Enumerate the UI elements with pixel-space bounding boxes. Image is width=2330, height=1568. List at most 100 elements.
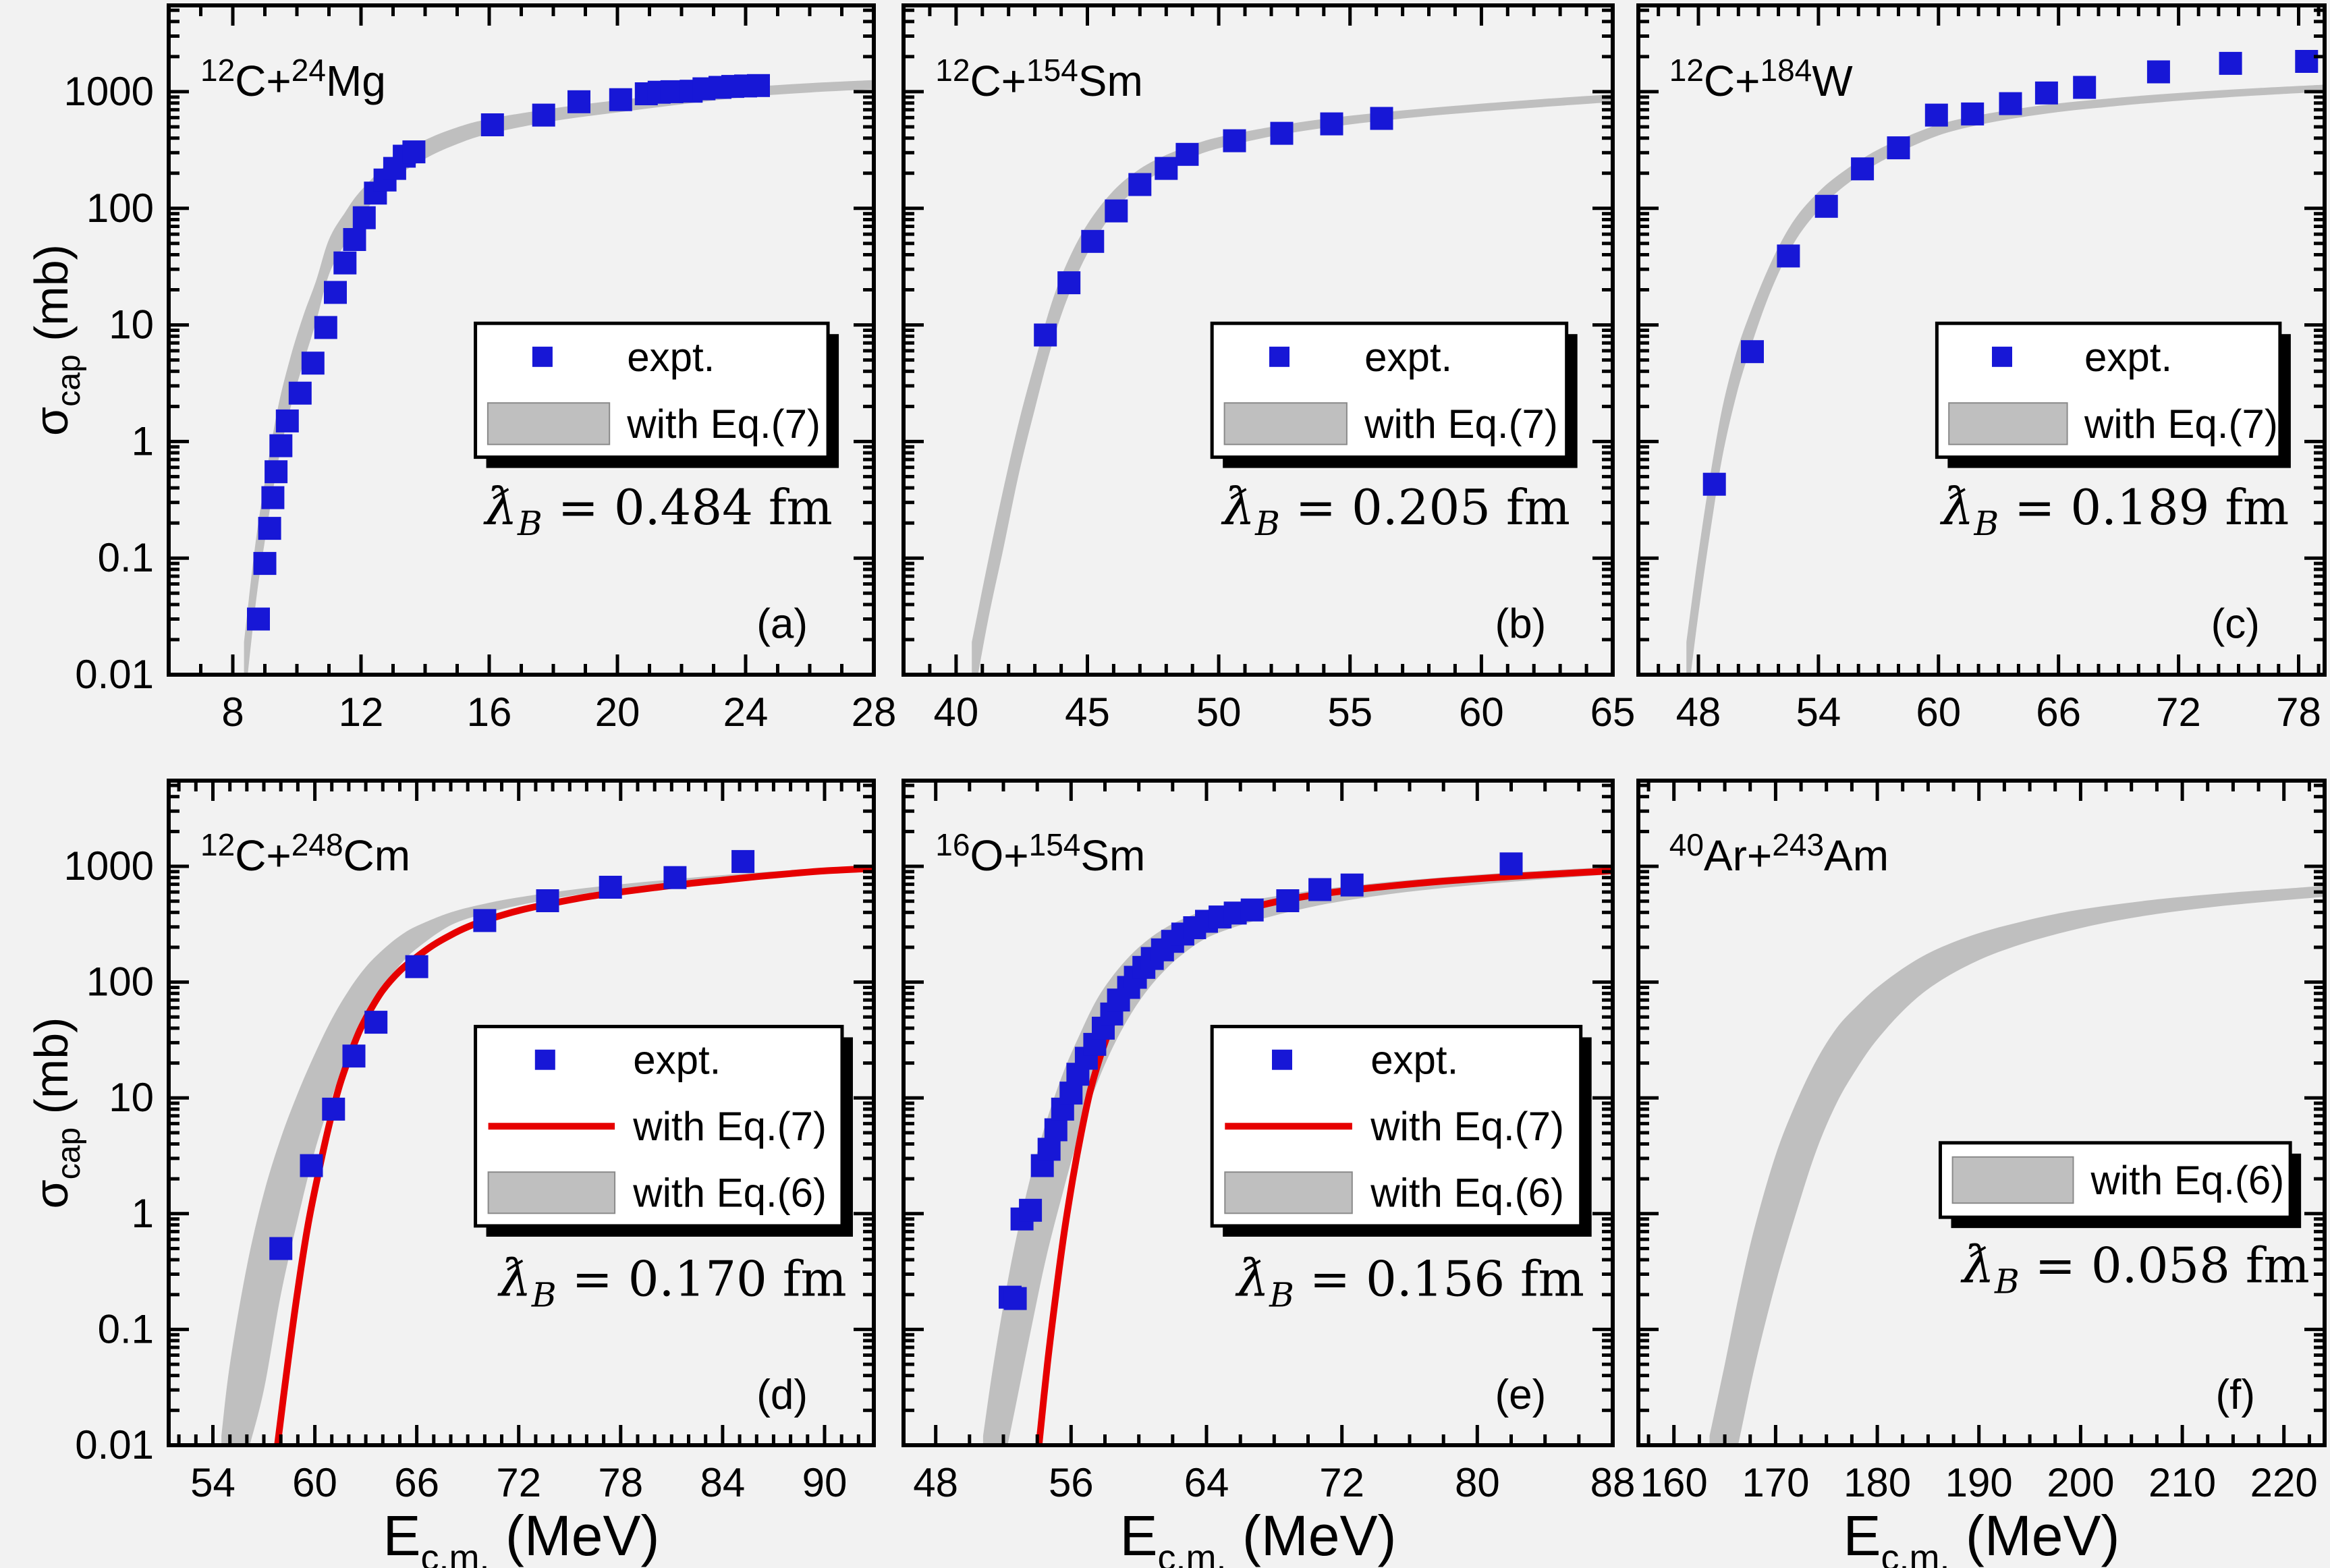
y-tick-label: 0.01 xyxy=(75,1422,154,1467)
data-point xyxy=(731,849,755,873)
panel-b: 40 45 50 55 60 65 12C+154Sm expt. with Eq.(7) ƛB … xyxy=(902,3,1636,735)
x-tick-label: 24 xyxy=(723,690,769,735)
element-symbol: C+ xyxy=(235,831,292,880)
legend-marker-square xyxy=(1269,346,1289,367)
reaction-title: 16O+154Sm xyxy=(935,827,1145,880)
mass-superscript: 16 xyxy=(935,827,970,862)
legend-label: with Eq.(7) xyxy=(2084,401,2278,447)
data-point xyxy=(2073,76,2097,99)
data-point xyxy=(261,486,285,509)
plot-frame xyxy=(1636,3,2327,677)
expt-points xyxy=(1702,50,2319,496)
legend-label: with Eq.(7) xyxy=(1364,401,1558,447)
y-tick-label: 10 xyxy=(109,302,154,347)
x-tick-label: 84 xyxy=(700,1460,746,1505)
energy-symbol: E xyxy=(1119,1504,1157,1567)
mass-superscript: 40 xyxy=(1669,827,1704,862)
element-symbol: Ar+ xyxy=(1704,831,1772,880)
element-symbol: Cm xyxy=(343,831,411,880)
x-tick-label: 160 xyxy=(1640,1460,1708,1505)
legend-label: expt. xyxy=(2084,335,2172,380)
expt-points xyxy=(247,74,770,631)
uncertainty-band xyxy=(1709,885,2325,1445)
legend-marker-square xyxy=(532,346,553,367)
data-point xyxy=(532,103,555,127)
lambda-subscript: B xyxy=(1269,1275,1294,1314)
data-point xyxy=(333,251,357,275)
data-point xyxy=(1320,112,1343,136)
plot-area xyxy=(972,94,1613,675)
legend-label: with Eq.(7) xyxy=(626,401,821,447)
axis-ticks xyxy=(1636,5,2325,677)
x-tick-label: 78 xyxy=(598,1460,643,1505)
unit-text: (MeV) xyxy=(490,1504,660,1567)
legend-label: with Eq.(7) xyxy=(632,1104,827,1149)
data-point xyxy=(567,90,590,113)
lambda-value: = 0.205 fm xyxy=(1280,479,1570,536)
data-point xyxy=(1057,271,1081,295)
y-tick-label: 1 xyxy=(132,1191,154,1236)
element-symbol: C+ xyxy=(1704,57,1760,105)
data-point xyxy=(1340,873,1364,897)
legend-label: expt. xyxy=(633,1038,721,1083)
data-point xyxy=(322,1097,345,1121)
lambda-subscript: B xyxy=(517,504,543,543)
data-point xyxy=(301,352,325,375)
lambda-bar-symbol: ƛ xyxy=(1221,476,1255,536)
lambda-bar-symbol: ƛ xyxy=(497,1248,532,1308)
legend: expt. with Eq.(7) xyxy=(1210,321,1578,468)
element-symbol: Am xyxy=(1824,831,1889,880)
data-point xyxy=(1044,1118,1067,1142)
data-point xyxy=(402,140,426,164)
expt-points xyxy=(1034,107,1393,347)
x-tick-label: 65 xyxy=(1590,690,1636,735)
legend-swatch-band xyxy=(1948,402,2068,445)
data-point xyxy=(1741,340,1764,364)
panel-letter: (b) xyxy=(1495,600,1546,647)
data-point xyxy=(1999,92,2022,115)
lambda-subscript: B xyxy=(1254,504,1280,543)
unit-text: (MeV) xyxy=(1950,1504,2120,1567)
x-tick-label: 54 xyxy=(1796,690,1841,735)
panel-d: 54 60 66 72 78 84 90 1000 100 10 1 0.1 0.01 12C+248Cm… xyxy=(64,779,876,1505)
lambda-subscript: B xyxy=(1974,504,1999,543)
mass-superscript: 154 xyxy=(1026,53,1078,88)
sigma-symbol: σ xyxy=(25,407,78,436)
model-line xyxy=(274,865,874,1445)
lambda-value: = 0.170 fm xyxy=(557,1250,847,1307)
mass-superscript: 12 xyxy=(200,53,235,88)
data-point xyxy=(1276,889,1300,912)
data-point xyxy=(663,866,687,889)
x-tick-label: 210 xyxy=(2148,1460,2216,1505)
data-point xyxy=(1128,173,1152,196)
legend-label: with Eq.(7) xyxy=(1370,1104,1564,1149)
data-point xyxy=(747,74,770,97)
data-point xyxy=(660,80,684,103)
data-point xyxy=(599,876,622,899)
data-point xyxy=(1223,129,1246,152)
x-tick-label: 72 xyxy=(2156,690,2201,735)
plot-area xyxy=(1709,885,2325,1445)
x-tick-label: 56 xyxy=(1049,1460,1094,1505)
x-tick-label: 80 xyxy=(1455,1460,1500,1505)
x-tick-label: 220 xyxy=(2250,1460,2318,1505)
axis-ticks xyxy=(167,5,876,677)
mass-superscript: 248 xyxy=(292,827,343,862)
plot-frame xyxy=(1636,779,2327,1447)
panel-letter: (e) xyxy=(1495,1372,1546,1418)
data-point xyxy=(1851,157,1875,181)
y-tick-label: 1 xyxy=(132,418,154,464)
x-tick-label: 28 xyxy=(852,690,897,735)
y-tick-label: 1000 xyxy=(64,843,154,889)
expt-points xyxy=(999,852,1523,1310)
data-point xyxy=(247,607,270,631)
lambda-bar-symbol: ƛ xyxy=(483,476,518,536)
data-point xyxy=(1308,878,1332,901)
sigma-subscript: cap xyxy=(51,354,87,406)
x-tick-label: 55 xyxy=(1327,690,1372,735)
lambda-bar-symbol: ƛ xyxy=(1235,1248,1269,1308)
legend: expt. with Eq.(7) with Eq.(6) xyxy=(474,1024,853,1237)
lambda-value: = 0.058 fm xyxy=(2020,1237,2310,1294)
legend-label: expt. xyxy=(627,335,715,380)
data-point xyxy=(314,316,337,339)
